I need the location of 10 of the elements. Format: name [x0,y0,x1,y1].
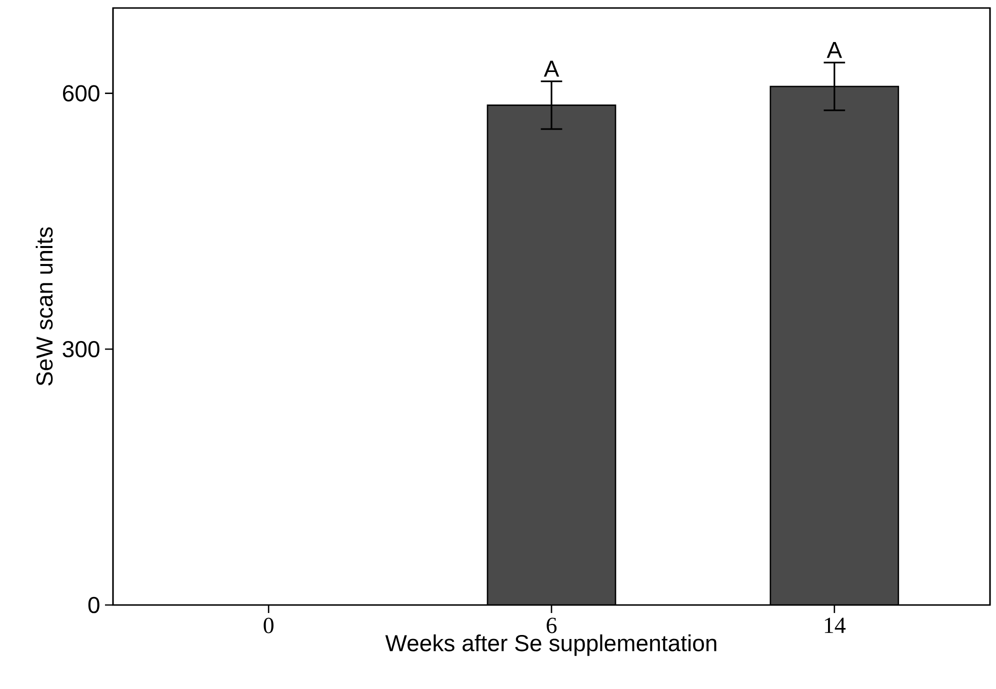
annotation: A [826,42,842,58]
y-tick-label: 600 [63,85,100,102]
y-tick-label: 0 [88,596,100,614]
x-tick-label: 14 [824,618,846,633]
y-axis-title: SeW scan units [36,227,53,386]
x-axis-title: Weeks after Se supplementation [385,634,716,656]
x-tick-label: 6 [546,618,557,634]
y-tick-label: 300 [62,340,100,358]
x-tick-label: 0 [264,618,274,634]
annotation: A [544,60,560,77]
